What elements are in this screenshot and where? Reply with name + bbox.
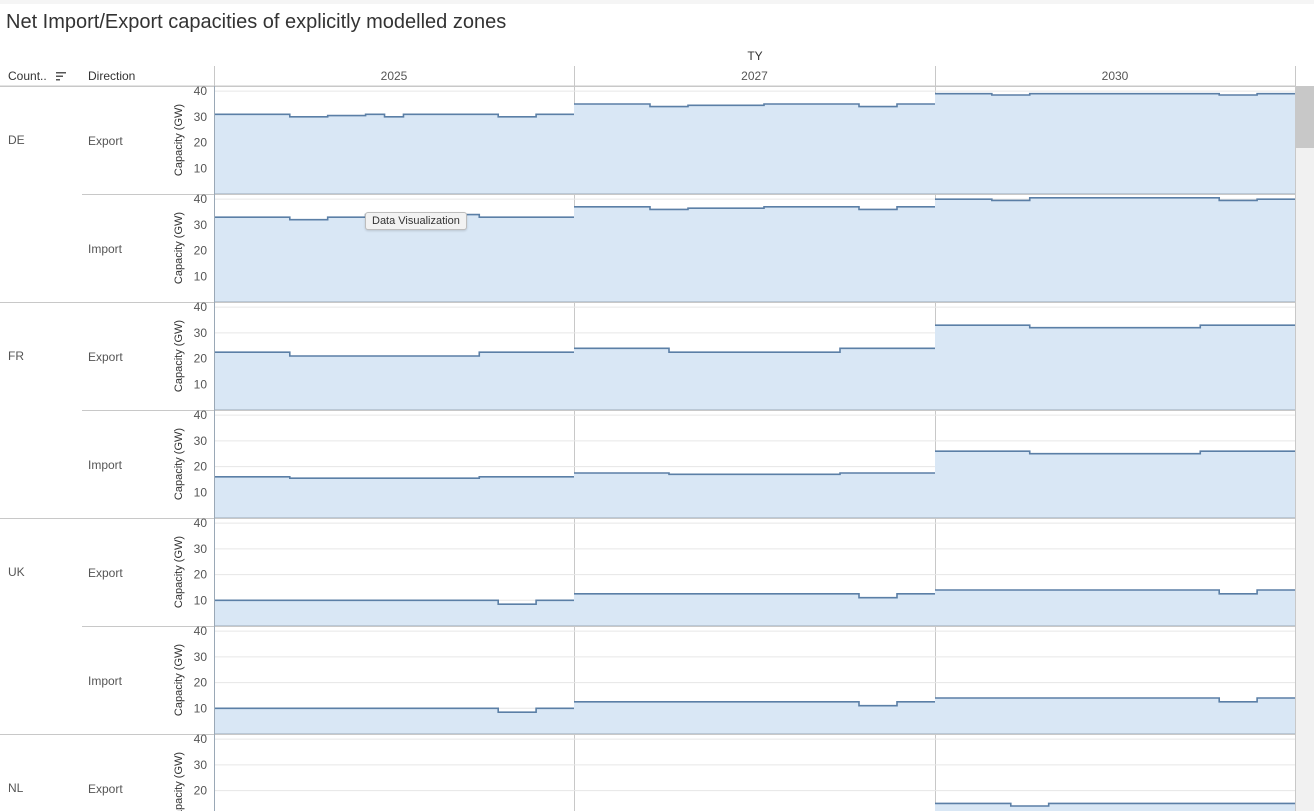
line-DE-Export-2027 xyxy=(574,103,935,108)
y-axis-label: Capacity (GW) xyxy=(173,320,185,392)
line-FR-Import-2025 xyxy=(214,476,574,479)
area-DE-Import-2027 xyxy=(574,206,935,302)
area-DE-Export-2027 xyxy=(574,104,935,194)
line-UK-Import-2030 xyxy=(935,697,1295,703)
y-tick-label: 30 xyxy=(194,110,208,124)
y-tick-label: 40 xyxy=(194,300,208,314)
y-tick-label: 40 xyxy=(194,732,208,746)
y-tick-label: 10 xyxy=(194,809,208,811)
line-DE-Export-2025 xyxy=(214,113,574,118)
y-axis-label: Capacity (GW) xyxy=(173,104,185,176)
y-axis-label: Capacity (GW) xyxy=(173,752,185,811)
line-FR-Export-2025 xyxy=(214,351,574,357)
line-UK-Import-2025 xyxy=(214,707,574,713)
y-tick-label: 30 xyxy=(194,758,208,772)
line-DE-Export-2030 xyxy=(935,92,1295,96)
y-tick-label: 20 xyxy=(194,568,208,582)
y-axis-label: Capacity (GW) xyxy=(173,644,185,716)
y-tick-label: 30 xyxy=(194,218,208,232)
row-direction: Export xyxy=(88,134,123,148)
area-FR-Import-2025 xyxy=(214,476,574,518)
area-FR-Import-2027 xyxy=(574,473,935,518)
area-FR-Import-2030 xyxy=(935,451,1295,518)
line-UK-Import-2027 xyxy=(574,701,935,707)
y-tick-label: 30 xyxy=(194,542,208,556)
area-UK-Export-2030 xyxy=(935,590,1295,626)
area-FR-Export-2030 xyxy=(935,325,1295,410)
y-tick-label: 30 xyxy=(194,650,208,664)
y-tick-label: 40 xyxy=(194,516,208,530)
area-UK-Import-2030 xyxy=(935,698,1295,734)
line-FR-Export-2030 xyxy=(935,324,1295,329)
y-axis-label: Capacity (GW) xyxy=(173,428,185,500)
scrollbar-track[interactable] xyxy=(1296,86,1314,811)
area-FR-Export-2027 xyxy=(574,348,935,410)
area-UK-Export-2027 xyxy=(574,593,935,626)
top-bar xyxy=(0,0,1314,4)
row-direction: Export xyxy=(88,350,123,364)
line-FR-Import-2030 xyxy=(935,450,1295,455)
y-tick-label: 10 xyxy=(194,161,208,175)
y-tick-label: 40 xyxy=(194,192,208,206)
y-tick-label: 10 xyxy=(194,485,208,499)
y-tick-label: 20 xyxy=(194,784,208,798)
y-axis-label: Capacity (GW) xyxy=(173,212,185,284)
y-tick-label: 20 xyxy=(194,676,208,690)
row-direction: Import xyxy=(88,458,123,472)
y-tick-label: 20 xyxy=(194,352,208,366)
line-UK-Export-2027 xyxy=(574,593,935,599)
line-NL-Export-2030 xyxy=(935,802,1295,807)
row-direction: Export xyxy=(88,782,123,796)
y-tick-label: 10 xyxy=(194,269,208,283)
y-tick-label: 20 xyxy=(194,136,208,150)
y-tick-label: 10 xyxy=(194,593,208,607)
sort-icon[interactable] xyxy=(55,70,67,82)
area-DE-Import-2025 xyxy=(214,214,574,302)
area-UK-Import-2027 xyxy=(574,701,935,734)
area-DE-Export-2025 xyxy=(214,114,574,194)
tooltip: Data Visualization xyxy=(365,212,467,230)
line-DE-Import-2030 xyxy=(935,197,1295,202)
line-UK-Export-2025 xyxy=(214,599,574,605)
row-country-UK: UK xyxy=(8,565,25,579)
ty-header: TY xyxy=(747,49,763,63)
area-FR-Export-2025 xyxy=(214,352,574,410)
y-tick-label: 10 xyxy=(194,377,208,391)
area-UK-Import-2025 xyxy=(214,708,574,734)
row-direction: Import xyxy=(88,674,123,688)
line-FR-Export-2027 xyxy=(574,347,935,353)
country-header[interactable]: Count.. xyxy=(8,69,47,83)
direction-header[interactable]: Direction xyxy=(88,69,136,83)
row-country-NL: NL xyxy=(8,781,24,795)
area-DE-Export-2030 xyxy=(935,93,1295,194)
row-direction: Export xyxy=(88,566,123,580)
y-tick-label: 10 xyxy=(194,701,208,715)
area-UK-Export-2025 xyxy=(214,600,574,626)
row-country-FR: FR xyxy=(8,349,24,363)
y-tick-label: 20 xyxy=(194,460,208,474)
line-FR-Import-2027 xyxy=(574,472,935,476)
y-tick-label: 40 xyxy=(194,408,208,422)
y-tick-label: 30 xyxy=(194,326,208,340)
column-label-2030: 2030 xyxy=(1101,69,1129,83)
area-NL-Export-2030 xyxy=(935,803,1295,811)
y-axis-label: Capacity (GW) xyxy=(173,536,185,608)
scrollbar-thumb[interactable] xyxy=(1296,86,1314,148)
row-direction: Import xyxy=(88,242,123,256)
line-DE-Import-2027 xyxy=(574,206,935,211)
y-tick-label: 30 xyxy=(194,434,208,448)
page-title: Net Import/Export capacities of explicit… xyxy=(6,11,507,33)
line-UK-Export-2030 xyxy=(935,589,1295,595)
row-country-DE: DE xyxy=(8,133,25,147)
y-tick-label: 40 xyxy=(194,624,208,638)
y-tick-label: 20 xyxy=(194,244,208,258)
y-tick-label: 40 xyxy=(194,84,208,98)
area-DE-Import-2030 xyxy=(935,197,1295,302)
column-label-2025: 2025 xyxy=(380,69,408,83)
column-label-2027: 2027 xyxy=(741,69,768,83)
